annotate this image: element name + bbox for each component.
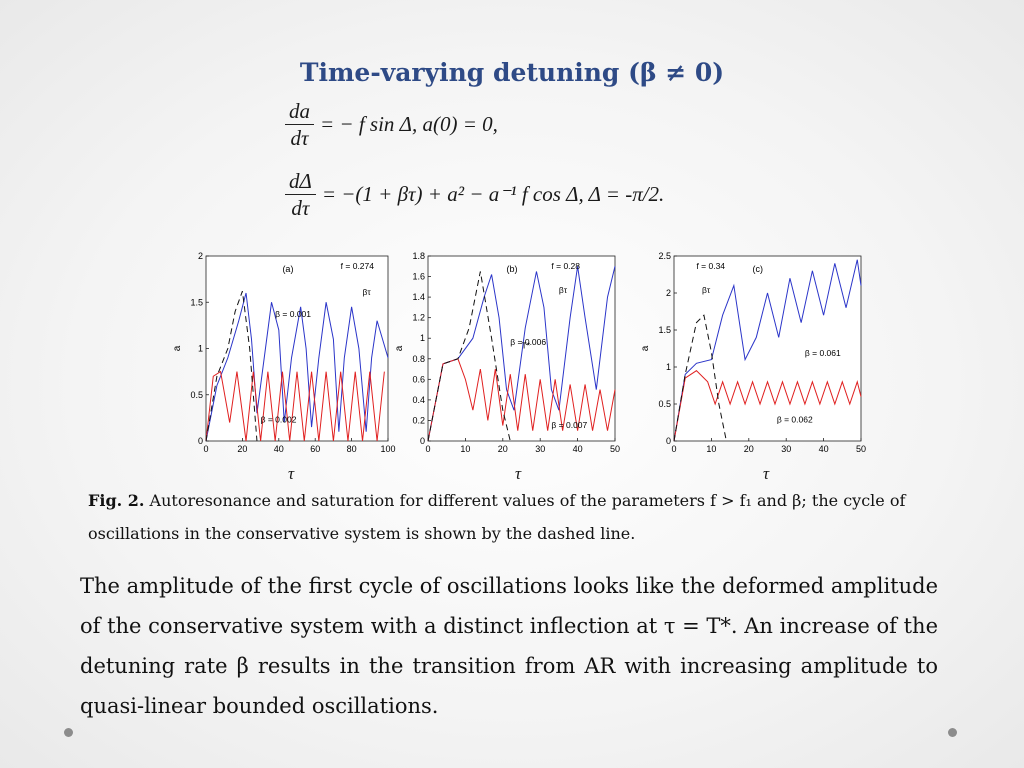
body-paragraph: The amplitude of the first cycle of osci… (80, 574, 938, 718)
y-tick-label: 1 (198, 344, 203, 354)
y-tick-label: 1 (666, 362, 671, 372)
annotation-label: β = 0.007 (551, 420, 587, 430)
annotation-label: βτ (363, 287, 372, 297)
slide-title: Time-varying detuning (β ≠ 0) (299, 58, 725, 87)
annotation-label: f = 0.28 (551, 261, 580, 271)
y-tick-label: 0.5 (658, 399, 671, 409)
figure-label: Fig. 2. (88, 491, 145, 510)
y-tick-label: 0 (666, 436, 671, 446)
y-tick-label: 1.6 (412, 272, 425, 282)
y-tick-label: 0.5 (190, 390, 203, 400)
y-tick-label: 1.2 (412, 313, 425, 323)
bullet-dot-left (64, 728, 73, 737)
series-line (205, 370, 385, 442)
tau-axis-label-c: τ (763, 464, 770, 483)
x-tick-label: 30 (781, 444, 791, 454)
y-tick-label: 1.4 (412, 292, 425, 302)
annotation-label: β = 0.001 (275, 309, 311, 319)
caption-text: Autoresonance and saturation for differe… (88, 491, 906, 543)
x-tick-label: 10 (460, 444, 470, 454)
panel-label: (c) (753, 264, 764, 274)
annotation-label: β = 0.006 (510, 337, 546, 347)
series-line (427, 266, 616, 442)
plot-frame (427, 255, 616, 442)
x-tick-label: 50 (856, 444, 866, 454)
annotation-label: f = 0.274 (341, 261, 375, 271)
y-tick-label: 2 (666, 288, 671, 298)
x-tick-label: 20 (744, 444, 754, 454)
series-line (427, 358, 616, 442)
equation-rhs: = −(1 + βτ) + a² − a⁻¹ f cos Δ, Δ = -π/2… (321, 182, 665, 206)
plot-panel-a: 0 20 40 60 80 100 0 0.5 1 1.5 2 a (a) f = 0.274 βτ β = … (172, 251, 396, 454)
tau-axis-label-a: τ (288, 464, 295, 483)
y-tick-label: 0.8 (412, 354, 425, 364)
fraction-denominator: dτ (291, 196, 310, 220)
x-tick-label: 80 (347, 444, 357, 454)
y-axis-label: a (172, 345, 183, 351)
y-tick-label: 0.4 (412, 395, 425, 405)
y-tick-label: 2 (198, 251, 203, 261)
annotation-label: β = 0.062 (777, 415, 813, 425)
bullet-dot-right (948, 728, 957, 737)
annotation-label: β = 0.002 (261, 415, 297, 425)
y-tick-label: 1.8 (412, 251, 425, 261)
x-tick-label: 0 (671, 444, 676, 454)
annotation-label: β = 0.061 (805, 348, 841, 358)
y-axis-label: a (394, 345, 405, 351)
x-tick-label: 0 (203, 444, 208, 454)
fraction-numerator: da (285, 98, 314, 125)
x-tick-label: 60 (310, 444, 320, 454)
annotation-label: f = 0.34 (696, 261, 725, 271)
y-tick-label: 0 (198, 436, 203, 446)
plot-panel-c: 0 10 20 30 40 50 0 0.5 1 1.5 2 2.5 a (c) f = 0.34 βτ β =… (640, 251, 866, 454)
panel-label: (b) (507, 264, 518, 274)
series-line (673, 259, 862, 442)
fraction-denominator: dτ (290, 126, 309, 150)
tau-axis-label-b: τ (515, 464, 522, 483)
y-tick-label: 2.5 (658, 251, 671, 261)
y-tick-label: 0.6 (412, 374, 425, 384)
annotation-label: T* (522, 341, 531, 351)
x-tick-label: 10 (706, 444, 716, 454)
figure-caption: Fig. 2. Autoresonance and saturation for… (88, 484, 958, 550)
plot-frame (205, 255, 389, 442)
series-line (673, 314, 727, 442)
panel-label: (a) (282, 264, 293, 274)
x-tick-label: 30 (535, 444, 545, 454)
y-tick-label: 1.5 (190, 297, 203, 307)
x-tick-label: 100 (380, 444, 395, 454)
series-line (205, 292, 389, 442)
x-tick-label: 40 (274, 444, 284, 454)
y-tick-label: 1 (420, 333, 425, 343)
series-line (205, 290, 258, 442)
equation-phase: dΔ dτ = −(1 + βτ) + a² − a⁻¹ f cos Δ, Δ … (285, 168, 664, 221)
x-tick-label: 20 (498, 444, 508, 454)
x-tick-label: 0 (425, 444, 430, 454)
y-tick-label: 1.5 (658, 325, 671, 335)
y-axis-label: a (640, 345, 651, 351)
y-tick-label: 0.2 (412, 415, 425, 425)
fraction-da-dtau: da dτ (285, 98, 314, 151)
x-tick-label: 50 (610, 444, 620, 454)
series-line (673, 370, 862, 442)
plot-panel-b: 0 10 20 30 40 50 0 0.2 0.4 0.6 0.8 1 1.2 1.4 1.6 1.8 a (b… (394, 251, 620, 454)
x-tick-label: 40 (819, 444, 829, 454)
y-tick-label: 0 (420, 436, 425, 446)
fraction-ddelta-dtau: dΔ dτ (285, 168, 316, 221)
series-line (427, 271, 511, 442)
x-tick-label: 20 (237, 444, 247, 454)
equation-rhs: = − f sin Δ, a(0) = 0, (320, 112, 498, 136)
x-tick-label: 40 (573, 444, 583, 454)
fraction-numerator: dΔ (285, 168, 316, 195)
equation-amplitude: da dτ = − f sin Δ, a(0) = 0, (285, 98, 498, 151)
annotation-label: βτ (559, 285, 568, 295)
annotation-label: βτ (702, 285, 711, 295)
